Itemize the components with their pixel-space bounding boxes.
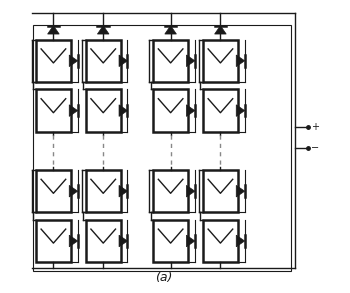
Bar [36,170,71,212]
Polygon shape [69,235,78,247]
Polygon shape [187,105,195,116]
Bar [153,220,188,262]
Bar [86,89,121,132]
Bar [36,40,71,82]
Polygon shape [165,25,176,34]
Bar [86,170,121,212]
Polygon shape [236,235,245,247]
Polygon shape [69,185,78,197]
Bar [203,220,238,262]
Polygon shape [236,105,245,116]
Polygon shape [69,105,78,116]
Polygon shape [119,105,127,116]
Polygon shape [187,55,195,67]
Polygon shape [119,235,127,247]
Bar [153,170,188,212]
Polygon shape [187,185,195,197]
Polygon shape [187,235,195,247]
Bar [33,25,291,271]
Bar [36,220,71,262]
Bar [203,40,238,82]
Polygon shape [97,25,109,34]
Bar [153,40,188,82]
Bar [86,40,121,82]
Polygon shape [48,25,59,34]
Bar [153,89,188,132]
Bar [86,220,121,262]
Bar [203,170,238,212]
Bar [36,89,71,132]
Bar [203,89,238,132]
Polygon shape [119,55,127,67]
Text: +: + [311,122,319,132]
Text: −: − [311,143,319,153]
Text: (a): (a) [155,271,172,284]
Polygon shape [236,185,245,197]
Polygon shape [119,185,127,197]
Polygon shape [236,55,245,67]
Polygon shape [69,55,78,67]
Polygon shape [215,25,226,34]
